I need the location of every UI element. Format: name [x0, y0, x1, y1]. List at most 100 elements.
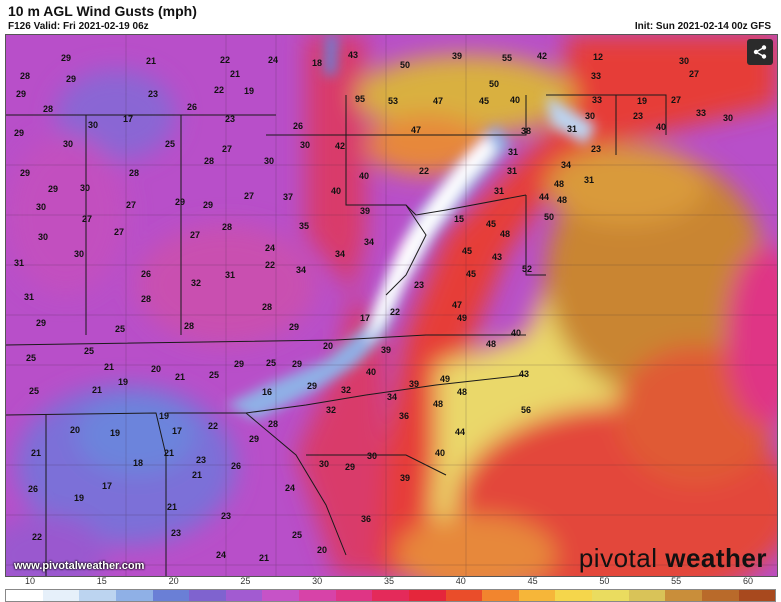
gust-value: 20 [70, 425, 80, 435]
gust-value: 31 [14, 258, 24, 268]
gust-value: 21 [31, 448, 41, 458]
gust-value: 30 [319, 459, 329, 469]
gust-value: 55 [502, 53, 512, 63]
gust-value: 29 [234, 359, 244, 369]
mountain-low-gust-band [226, 35, 596, 420]
colorbar-label: 15 [96, 576, 107, 586]
gust-value: 29 [48, 184, 58, 194]
gust-value: 29 [249, 434, 259, 444]
gust-value: 31 [584, 175, 594, 185]
gust-value: 22 [419, 166, 429, 176]
gust-value: 49 [457, 313, 467, 323]
gust-value: 12 [593, 52, 603, 62]
gust-value: 44 [455, 427, 465, 437]
gust-value: 42 [537, 51, 547, 61]
gust-value: 32 [341, 385, 351, 395]
gust-value: 45 [486, 219, 496, 229]
gust-value: 25 [266, 358, 276, 368]
gust-value: 19 [244, 86, 254, 96]
colorbar-swatch [628, 590, 666, 601]
gust-value: 24 [285, 483, 295, 493]
gust-value: 15 [454, 214, 464, 224]
share-button[interactable] [747, 39, 773, 65]
gust-value: 28 [262, 302, 272, 312]
colorbar-labels: 10 15 20 25 30 35 40 45 50 55 60 [5, 575, 776, 589]
gust-value: 37 [283, 192, 293, 202]
colorbar-swatch [665, 590, 702, 601]
gust-value: 19 [110, 428, 120, 438]
website-link[interactable]: www.pivotalweather.com [14, 560, 145, 572]
gust-value: 27 [190, 230, 200, 240]
gust-value: 43 [519, 369, 529, 379]
gust-value: 23 [221, 511, 231, 521]
colorbar-swatch [262, 590, 299, 601]
gust-value: 34 [387, 392, 397, 402]
gust-value: 26 [141, 269, 151, 279]
gust-value: 30 [679, 56, 689, 66]
gust-value: 33 [592, 95, 602, 105]
gust-value: 40 [511, 328, 521, 338]
gust-value: 28 [43, 104, 53, 114]
gust-value: 25 [209, 370, 219, 380]
colorbar-scale [5, 589, 776, 602]
gust-value: 28 [222, 222, 232, 232]
gust-value: 28 [141, 294, 151, 304]
gust-value: 48 [486, 339, 496, 349]
brand-bold: weather [657, 543, 767, 573]
colorbar-swatch [6, 590, 43, 601]
colorbar-swatch [408, 590, 446, 601]
colorbar-label: 50 [599, 576, 610, 586]
gust-value: 27 [671, 95, 681, 105]
gust-value: 43 [492, 252, 502, 262]
colorbar-label: 20 [168, 576, 179, 586]
wind-gust-map[interactable]: 18 43 39 55 42 12 30 22 21 24 29 28 29 21 50 50 33 27 29 23… [5, 34, 778, 577]
gust-value: 26 [293, 121, 303, 131]
gust-value: 30 [38, 232, 48, 242]
gust-value: 23 [171, 528, 181, 538]
gust-value: 30 [264, 156, 274, 166]
gust-value: 27 [689, 69, 699, 79]
gust-value: 48 [554, 179, 564, 189]
gust-value: 28 [184, 321, 194, 331]
colorbar-swatch [738, 590, 776, 601]
gust-value: 30 [36, 202, 46, 212]
gust-value: 50 [544, 212, 554, 222]
gust-value: 21 [146, 56, 156, 66]
gust-value: 40 [331, 186, 341, 196]
colorbar-label: 45 [527, 576, 538, 586]
gust-value: 40 [366, 367, 376, 377]
gust-value: 22 [32, 532, 42, 542]
gust-value: 21 [92, 385, 102, 395]
gust-value: 30 [74, 249, 84, 259]
brand-light: pivotal [578, 543, 658, 573]
gust-value: 22 [220, 55, 230, 65]
gust-value: 36 [361, 514, 371, 524]
gust-value: 29 [307, 381, 317, 391]
gust-value: 19 [637, 96, 647, 106]
gust-value: 21 [164, 448, 174, 458]
gust-value: 25 [292, 530, 302, 540]
gust-value: 27 [222, 144, 232, 154]
gust-value: 26 [187, 102, 197, 112]
gust-value: 28 [268, 419, 278, 429]
colorbar-swatch [518, 590, 556, 601]
colorbar-swatch [445, 590, 483, 601]
gust-value: 20 [151, 364, 161, 374]
gust-value: 30 [723, 113, 733, 123]
gust-value: 25 [26, 353, 36, 363]
share-icon [753, 45, 767, 59]
gust-value: 39 [452, 51, 462, 61]
gust-value: 21 [175, 372, 185, 382]
colorbar-swatch [482, 590, 519, 601]
gust-value: 23 [591, 144, 601, 154]
gust-value: 50 [489, 79, 499, 89]
gust-value: 35 [299, 221, 309, 231]
gust-value: 31 [24, 292, 34, 302]
gust-value: 26 [231, 461, 241, 471]
gust-value: 26 [28, 484, 38, 494]
colorbar-swatch [701, 590, 739, 601]
gust-value: 38 [521, 126, 531, 136]
gust-value: 22 [265, 260, 275, 270]
colorbar-swatch [592, 590, 629, 601]
